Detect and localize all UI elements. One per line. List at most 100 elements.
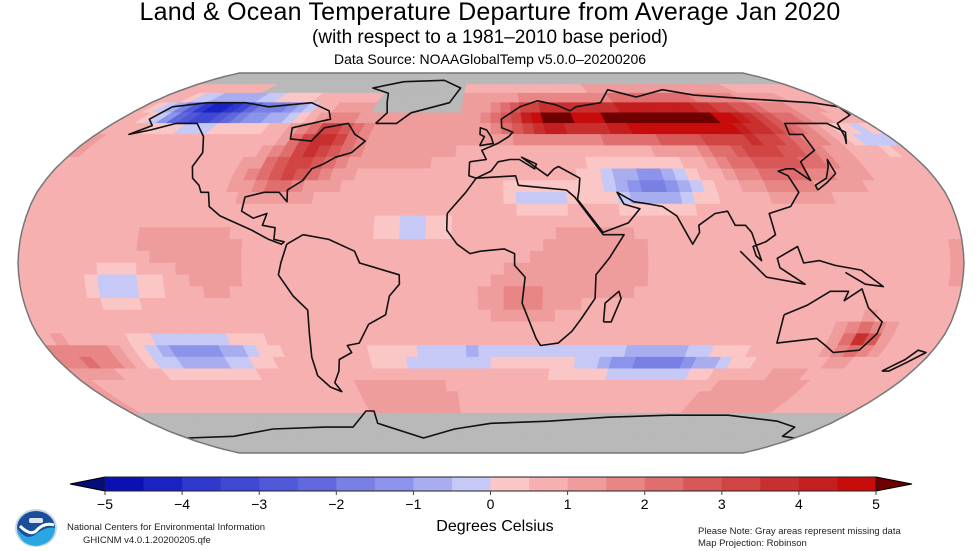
missing-data-cell bbox=[651, 448, 672, 453]
anomaly-map bbox=[17, 72, 965, 454]
missing-data-cell bbox=[355, 448, 373, 453]
colorbar-bin bbox=[451, 477, 491, 491]
missing-data-cell bbox=[567, 448, 583, 453]
colorbar-tick-label: 0 bbox=[486, 496, 495, 512]
colorbar-tick-label: 2 bbox=[640, 496, 649, 512]
missing-data-cell bbox=[407, 448, 422, 453]
indonesia-coast bbox=[739, 245, 885, 288]
missing-data-cell bbox=[287, 448, 310, 453]
missing-data-cell bbox=[504, 448, 515, 453]
data-source: Data Source: NOAAGlobalTemp v5.0.0–20200… bbox=[333, 51, 647, 67]
uk-coast bbox=[478, 127, 495, 147]
colorbar-bin bbox=[798, 477, 838, 491]
missing-data-cell bbox=[340, 448, 359, 453]
missing-data-cell bbox=[475, 448, 485, 453]
madagascar-coast bbox=[602, 290, 622, 323]
missing-data-cell bbox=[594, 448, 612, 453]
eurasia-coast bbox=[468, 88, 851, 262]
missing-data-cell bbox=[511, 448, 522, 453]
south-america-coast bbox=[277, 233, 401, 393]
missing-data-cell bbox=[714, 448, 740, 453]
missing-data-cell bbox=[490, 448, 499, 453]
missing-data-cell bbox=[672, 448, 695, 453]
missing-data-cell bbox=[721, 448, 747, 453]
colorbar-tick-label: −2 bbox=[328, 496, 345, 512]
missing-data-cell bbox=[553, 448, 568, 453]
missing-data-cell bbox=[623, 448, 642, 453]
missing-data-cell bbox=[370, 448, 388, 453]
org-credit: National Centers for Environmental Infor… bbox=[67, 522, 266, 533]
missing-data-cell bbox=[272, 448, 296, 453]
projection-note: Map Projection: Robinson bbox=[698, 538, 807, 549]
colorbar-over-arrow bbox=[875, 476, 913, 492]
missing-data-cell bbox=[227, 448, 254, 453]
colorbar-bin bbox=[182, 477, 222, 491]
colorbar-tick-label: 5 bbox=[872, 496, 880, 512]
greenland-coast bbox=[372, 79, 462, 125]
missing-data-cell bbox=[546, 448, 560, 453]
missing-data-cell bbox=[302, 448, 324, 453]
missing-data-cell bbox=[580, 448, 598, 453]
missing-data-cell bbox=[235, 448, 261, 453]
missing-data-cell bbox=[250, 448, 275, 453]
missing-data-cell bbox=[399, 448, 415, 453]
missing-data-cell bbox=[679, 448, 702, 453]
missing-data-cell bbox=[280, 448, 303, 453]
colorbar-bin bbox=[413, 477, 453, 491]
missing-data-cell bbox=[452, 448, 464, 453]
colorbar-tick-label: −5 bbox=[97, 496, 113, 512]
missing-data-cell bbox=[658, 448, 680, 453]
colorbar-tick-label: 4 bbox=[794, 496, 803, 512]
colorbar-bin bbox=[721, 477, 761, 491]
missing-data-note: Please Note: Gray areas represent missin… bbox=[698, 526, 901, 537]
missing-data-cell bbox=[460, 448, 471, 453]
missing-data-cell bbox=[644, 448, 665, 453]
missing-data-cell bbox=[665, 448, 687, 453]
missing-data-cell bbox=[700, 448, 725, 453]
missing-data-cell bbox=[310, 448, 331, 453]
colorbar-bin bbox=[567, 477, 607, 491]
missing-data-cell bbox=[332, 448, 352, 453]
missing-data-cell bbox=[707, 448, 732, 453]
missing-data-cell bbox=[317, 448, 338, 453]
missing-data-cell bbox=[630, 448, 650, 453]
missing-data-cell bbox=[532, 448, 545, 453]
missing-data-cell bbox=[377, 448, 395, 453]
missing-data-cell bbox=[573, 448, 590, 453]
colorbar-tick-label: 1 bbox=[563, 496, 572, 512]
colorbar-bin bbox=[220, 477, 260, 491]
missing-data-cell bbox=[587, 448, 605, 453]
colorbar-bin bbox=[837, 477, 877, 491]
missing-data-cell bbox=[497, 448, 507, 453]
units-label: Degrees Celsius bbox=[436, 518, 554, 535]
colorbar-tick-label: −3 bbox=[251, 496, 268, 512]
colorbar-bin bbox=[490, 477, 530, 491]
missing-data-cell bbox=[518, 448, 530, 453]
missing-data-cell bbox=[348, 448, 366, 453]
colorbar-bin bbox=[606, 477, 646, 491]
missing-data-cell bbox=[392, 448, 409, 453]
missing-data-cell bbox=[445, 448, 457, 453]
map-title: Land & Ocean Temperature Departure from … bbox=[139, 0, 841, 26]
missing-data-cell bbox=[295, 448, 317, 453]
missing-data-cell bbox=[686, 448, 710, 453]
new-zealand-coast bbox=[881, 349, 927, 372]
missing-data-cell bbox=[414, 448, 429, 453]
missing-data-cell bbox=[616, 448, 634, 453]
antarctica-coast bbox=[187, 410, 796, 439]
colorbar-tick-label: 3 bbox=[717, 496, 726, 512]
missing-data-cell bbox=[728, 448, 755, 453]
missing-data-cell bbox=[265, 448, 289, 453]
japan-coast bbox=[814, 158, 837, 191]
missing-data-cell bbox=[637, 448, 657, 453]
colorbar-bin bbox=[683, 477, 723, 491]
colorbar-bin bbox=[374, 477, 414, 491]
missing-data-cell bbox=[483, 448, 492, 453]
colorbar-bin bbox=[644, 477, 684, 491]
anomaly-cell bbox=[949, 250, 964, 264]
colorbar-bin bbox=[143, 477, 183, 491]
dataset-credit: GHICNM v4.0.1.20200205.qfe bbox=[83, 535, 211, 546]
australia-coast bbox=[776, 288, 883, 354]
missing-data-cell bbox=[257, 448, 282, 453]
